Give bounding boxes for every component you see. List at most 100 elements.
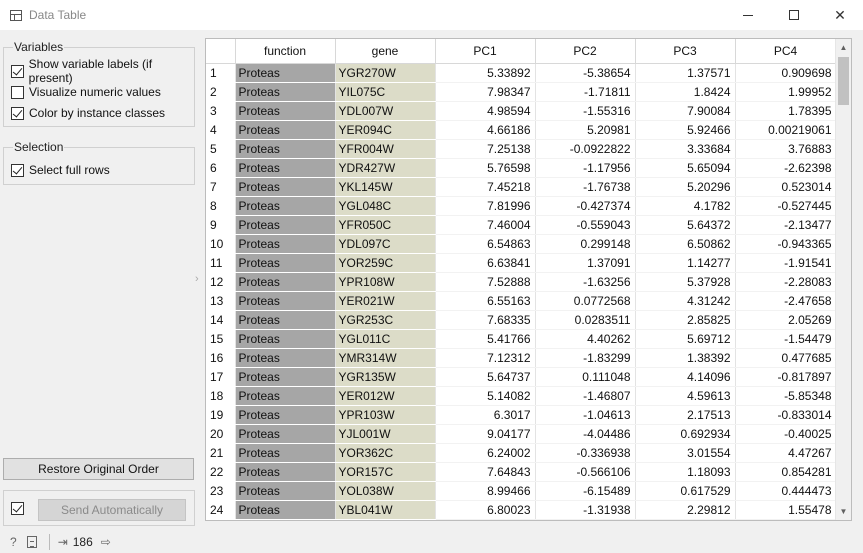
gene-cell[interactable]: YOR259C (335, 253, 436, 273)
pc2-cell[interactable]: 0.0772568 (535, 291, 636, 311)
pc1-cell[interactable]: 7.45218 (435, 177, 536, 197)
pc3-cell[interactable]: 5.64372 (635, 215, 736, 235)
pc2-cell[interactable]: 0.299148 (535, 234, 636, 254)
pc3-cell[interactable]: 5.37928 (635, 272, 736, 292)
pc4-cell[interactable]: 2.05269 (735, 310, 837, 330)
row-index[interactable]: 2 (206, 82, 236, 102)
table-row[interactable]: 8 Proteas YGL048C 7.81996 -0.427374 4.1782 -0.… (206, 196, 837, 216)
pc2-cell[interactable]: 1.37091 (535, 253, 636, 273)
pc4-cell[interactable]: 1.99952 (735, 82, 837, 102)
pc3-cell[interactable]: 4.1782 (635, 196, 736, 216)
table-row[interactable]: 5 Proteas YFR004W 7.25138 -0.0922822 3.33684 3… (206, 139, 837, 159)
pc2-cell[interactable]: -1.46807 (535, 386, 636, 406)
gene-cell[interactable]: YGL048C (335, 196, 436, 216)
pc1-cell[interactable]: 6.80023 (435, 500, 536, 520)
pc2-cell[interactable]: 5.20981 (535, 120, 636, 140)
table-row[interactable]: 12 Proteas YPR108W 7.52888 -1.63256 5.37928 -2… (206, 272, 837, 292)
pc4-cell[interactable]: 0.854281 (735, 462, 837, 482)
pc3-cell[interactable]: 5.65094 (635, 158, 736, 178)
pc2-cell[interactable]: -0.336938 (535, 443, 636, 463)
pc4-cell[interactable]: 0.00219061 (735, 120, 837, 140)
gene-cell[interactable]: YGR270W (335, 63, 436, 83)
row-index[interactable]: 24 (206, 500, 236, 520)
row-index[interactable]: 19 (206, 405, 236, 425)
pc4-cell[interactable]: 0.909698 (735, 63, 837, 83)
column-header[interactable]: PC1 (435, 39, 536, 64)
pc1-cell[interactable]: 8.99466 (435, 481, 536, 501)
pc3-cell[interactable]: 0.692934 (635, 424, 736, 444)
pc3-cell[interactable]: 2.85825 (635, 310, 736, 330)
table-row[interactable]: 18 Proteas YER012W 5.14082 -1.46807 4.59613 -5… (206, 386, 837, 406)
function-cell[interactable]: Proteas (235, 120, 336, 140)
pc3-cell[interactable]: 1.37571 (635, 63, 736, 83)
row-index[interactable]: 6 (206, 158, 236, 178)
column-header[interactable]: PC2 (535, 39, 636, 64)
scroll-up-icon[interactable]: ▲ (839, 43, 848, 52)
table-row[interactable]: 19 Proteas YPR103W 6.3017 -1.04613 2.17513 -0.… (206, 405, 837, 425)
gene-cell[interactable]: YGR135W (335, 367, 436, 387)
function-cell[interactable]: Proteas (235, 177, 336, 197)
row-index[interactable]: 15 (206, 329, 236, 349)
splitter-arrow-icon[interactable]: › (195, 273, 199, 285)
gene-cell[interactable]: YOR362C (335, 443, 436, 463)
report-icon[interactable] (26, 535, 37, 548)
pc2-cell[interactable]: -1.17956 (535, 158, 636, 178)
pc3-cell[interactable]: 1.38392 (635, 348, 736, 368)
column-header[interactable]: gene (335, 39, 436, 64)
select-full-rows-checkbox[interactable]: Select full rows (11, 162, 110, 178)
gene-cell[interactable]: YGL011C (335, 329, 436, 349)
pc2-cell[interactable]: -1.31938 (535, 500, 636, 520)
row-index[interactable]: 22 (206, 462, 236, 482)
send-automatically-button[interactable]: Send Automatically (38, 499, 186, 521)
function-cell[interactable]: Proteas (235, 329, 336, 349)
pc4-cell[interactable]: -2.28083 (735, 272, 837, 292)
pc4-cell[interactable]: 0.523014 (735, 177, 837, 197)
pc1-cell[interactable]: 4.98594 (435, 101, 536, 121)
gene-cell[interactable]: YGR253C (335, 310, 436, 330)
row-index[interactable]: 11 (206, 253, 236, 273)
pc3-cell[interactable]: 5.92466 (635, 120, 736, 140)
pc2-cell[interactable]: -4.04486 (535, 424, 636, 444)
pc2-cell[interactable]: -0.427374 (535, 196, 636, 216)
pc3-cell[interactable]: 4.14096 (635, 367, 736, 387)
row-index[interactable]: 18 (206, 386, 236, 406)
pc3-cell[interactable]: 0.617529 (635, 481, 736, 501)
table-row[interactable]: 10 Proteas YDL097C 6.54863 0.299148 6.50862 -0… (206, 234, 837, 254)
column-header[interactable]: function (235, 39, 336, 64)
data-table[interactable]: function gene PC1 PC2 PC3 PC4 1 Proteas YG… (205, 38, 852, 521)
pc2-cell[interactable]: 0.111048 (535, 367, 636, 387)
gene-cell[interactable]: YPR103W (335, 405, 436, 425)
pc1-cell[interactable]: 5.64737 (435, 367, 536, 387)
pc3-cell[interactable]: 4.31242 (635, 291, 736, 311)
pc1-cell[interactable]: 6.3017 (435, 405, 536, 425)
table-row[interactable]: 11 Proteas YOR259C 6.63841 1.37091 1.14277 -1.… (206, 253, 837, 273)
function-cell[interactable]: Proteas (235, 443, 336, 463)
pc1-cell[interactable]: 7.52888 (435, 272, 536, 292)
function-cell[interactable]: Proteas (235, 500, 336, 520)
pc3-cell[interactable]: 3.01554 (635, 443, 736, 463)
table-row[interactable]: 1 Proteas YGR270W 5.33892 -5.38654 1.37571 0.9… (206, 63, 837, 83)
pc3-cell[interactable]: 7.90084 (635, 101, 736, 121)
pc2-cell[interactable]: 4.40262 (535, 329, 636, 349)
pc3-cell[interactable]: 3.33684 (635, 139, 736, 159)
restore-original-order-button[interactable]: Restore Original Order (3, 458, 194, 480)
checkbox-box[interactable] (11, 85, 24, 99)
table-row[interactable]: 21 Proteas YOR362C 6.24002 -0.336938 3.01554 4… (206, 443, 837, 463)
table-row[interactable]: 13 Proteas YER021W 6.55163 0.0772568 4.31242-… (206, 291, 837, 311)
help-icon[interactable]: ? (10, 534, 17, 549)
pc4-cell[interactable]: -2.13477 (735, 215, 837, 235)
pc3-cell[interactable]: 5.69712 (635, 329, 736, 349)
row-index[interactable]: 23 (206, 481, 236, 501)
row-index[interactable]: 17 (206, 367, 236, 387)
table-row[interactable]: 17 Proteas YGR135W 5.64737 0.111048 4.14096 -0… (206, 367, 837, 387)
gene-cell[interactable]: YDR427W (335, 158, 436, 178)
gene-cell[interactable]: YKL145W (335, 177, 436, 197)
checkbox-box[interactable] (11, 163, 24, 177)
pc3-cell[interactable]: 5.20296 (635, 177, 736, 197)
table-row[interactable]: 3 Proteas YDL007W 4.98594 -1.55316 7.90084 1.7… (206, 101, 837, 121)
checkbox-box[interactable] (11, 106, 24, 120)
gene-cell[interactable]: YER021W (335, 291, 436, 311)
pc3-cell[interactable]: 4.59613 (635, 386, 736, 406)
pc1-cell[interactable]: 6.55163 (435, 291, 536, 311)
pc4-cell[interactable]: 3.76883 (735, 139, 837, 159)
